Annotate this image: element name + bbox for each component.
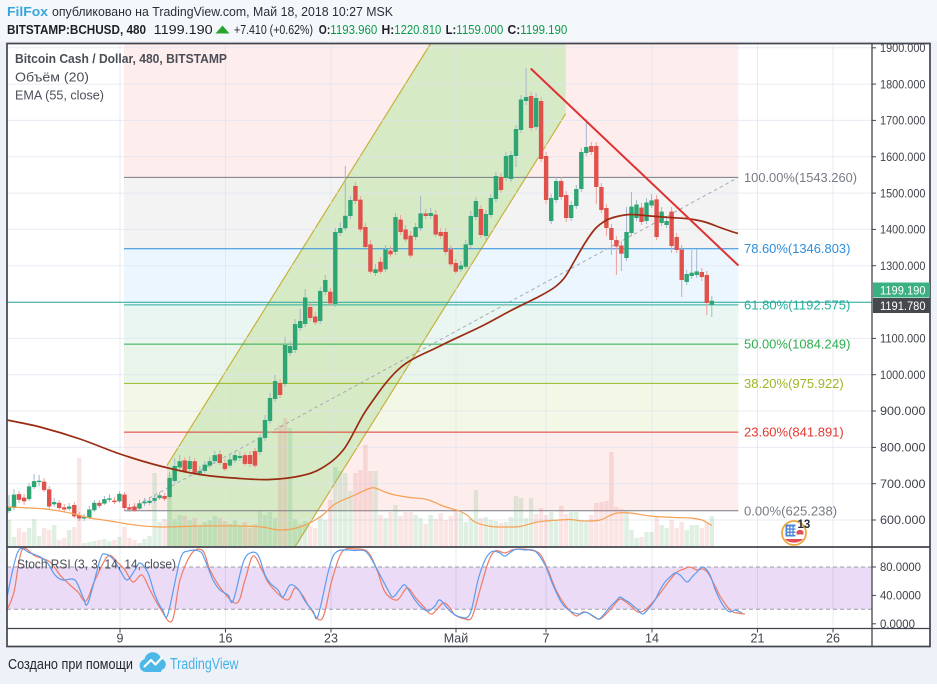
svg-text:14: 14 bbox=[645, 632, 659, 646]
svg-text:80.0000: 80.0000 bbox=[880, 560, 921, 574]
svg-text:1700.000: 1700.000 bbox=[880, 114, 926, 128]
svg-text:26: 26 bbox=[826, 632, 840, 646]
svg-text:C:: C: bbox=[508, 22, 521, 37]
svg-text:1220.810: 1220.810 bbox=[394, 22, 441, 37]
svg-text:800.000: 800.000 bbox=[880, 441, 926, 455]
svg-text:FilFox: FilFox bbox=[7, 4, 49, 19]
svg-text:38.20%(975.922): 38.20%(975.922) bbox=[744, 376, 844, 391]
svg-text:1400.000: 1400.000 bbox=[880, 223, 926, 237]
svg-text:O:: O: bbox=[319, 22, 331, 37]
svg-text:1800.000: 1800.000 bbox=[880, 77, 926, 91]
svg-text:50.00%(1084.249): 50.00%(1084.249) bbox=[744, 337, 850, 352]
svg-text:1199.190: 1199.190 bbox=[880, 284, 926, 298]
svg-text:1159.000: 1159.000 bbox=[456, 22, 503, 37]
svg-text:23: 23 bbox=[324, 632, 338, 646]
svg-text:23.60%(841.891): 23.60%(841.891) bbox=[744, 425, 844, 440]
svg-text:1193.960: 1193.960 bbox=[330, 22, 377, 37]
svg-text:900.000: 900.000 bbox=[880, 404, 926, 418]
svg-text:Объём (20): Объём (20) bbox=[15, 70, 89, 85]
svg-text:21: 21 bbox=[751, 632, 765, 646]
svg-text:опубликовано на TradingView.co: опубликовано на TradingView.com, Май 18,… bbox=[52, 4, 393, 19]
svg-text:TradingView: TradingView bbox=[170, 656, 239, 673]
svg-text:Stoch RSI (3, 3, 14, 14, close: Stoch RSI (3, 3, 14, 14, close) bbox=[17, 557, 176, 572]
svg-text:Создано при помощи: Создано при помощи bbox=[8, 657, 133, 673]
svg-text:78.60%(1346.803): 78.60%(1346.803) bbox=[744, 241, 850, 256]
svg-text:Bitcoin Cash / Dollar, 480, BI: Bitcoin Cash / Dollar, 480, BITSTAMP bbox=[15, 51, 227, 66]
svg-text:BITSTAMP:BCHUSD, 480: BITSTAMP:BCHUSD, 480 bbox=[7, 22, 146, 37]
svg-text:1600.000: 1600.000 bbox=[880, 150, 926, 164]
svg-text:1199.190: 1199.190 bbox=[154, 22, 213, 37]
svg-text:0.00%(625.238): 0.00%(625.238) bbox=[744, 503, 837, 518]
svg-text:+7.410 (+0.62%): +7.410 (+0.62%) bbox=[234, 22, 313, 37]
svg-text:700.000: 700.000 bbox=[880, 477, 926, 491]
svg-text:1100.000: 1100.000 bbox=[880, 332, 926, 346]
svg-text:100.00%(1543.260): 100.00%(1543.260) bbox=[744, 170, 857, 185]
svg-text:L:: L: bbox=[446, 22, 457, 37]
svg-text:1199.190: 1199.190 bbox=[520, 22, 567, 37]
svg-text:600.000: 600.000 bbox=[880, 513, 926, 527]
svg-text:1900.000: 1900.000 bbox=[880, 41, 926, 55]
svg-text:7: 7 bbox=[543, 632, 550, 646]
svg-text:61.80%(1192.575): 61.80%(1192.575) bbox=[744, 297, 850, 312]
svg-text:1000.000: 1000.000 bbox=[880, 368, 926, 382]
svg-text:Май: Май bbox=[444, 632, 469, 646]
svg-text:1300.000: 1300.000 bbox=[880, 259, 926, 273]
svg-text:16: 16 bbox=[219, 632, 233, 646]
svg-text:EMA (55, close): EMA (55, close) bbox=[15, 88, 104, 103]
svg-text:0.0000: 0.0000 bbox=[880, 617, 915, 631]
svg-text:13: 13 bbox=[798, 519, 811, 531]
svg-text:H:: H: bbox=[382, 22, 395, 37]
svg-text:9: 9 bbox=[117, 632, 124, 646]
svg-text:40.0000: 40.0000 bbox=[880, 589, 921, 603]
svg-text:1500.000: 1500.000 bbox=[880, 186, 926, 200]
svg-text:1191.780: 1191.780 bbox=[880, 299, 926, 313]
